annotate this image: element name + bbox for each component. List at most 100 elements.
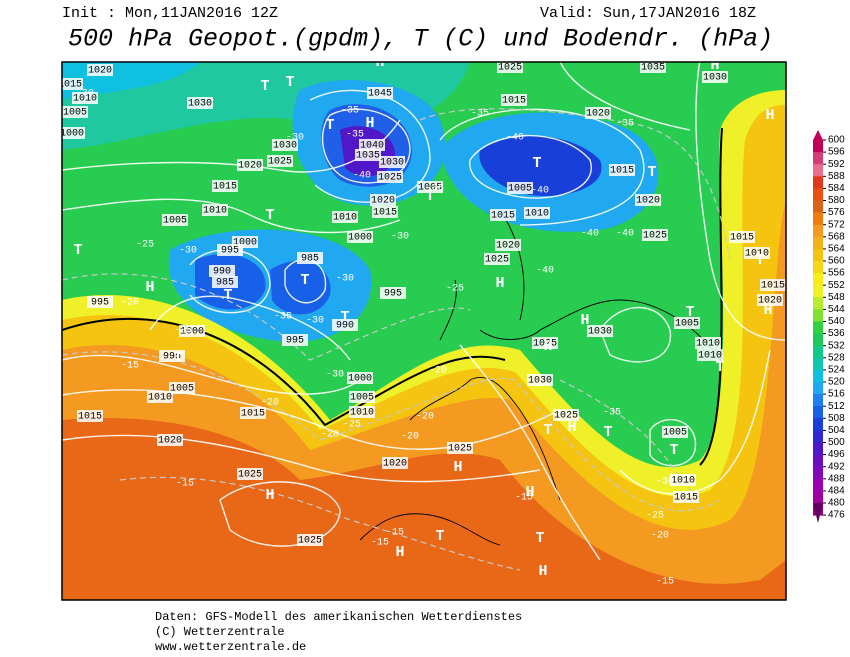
temperature-label: -40	[616, 229, 634, 240]
isobar-label-text: 995	[91, 298, 109, 309]
color-bar-step	[813, 333, 823, 347]
isobar-label-box	[355, 149, 381, 161]
color-bar-step	[813, 176, 823, 189]
pressure-center: T	[715, 359, 724, 376]
isobar-label: 1010	[72, 92, 98, 105]
isobar-label-text: 1025	[533, 339, 557, 350]
isobar-label-box	[347, 372, 373, 384]
isobar-label: 1015	[501, 94, 527, 107]
pressure-center: T	[669, 442, 678, 459]
isobar-label-text: 1000	[348, 374, 372, 385]
color-bar-step	[813, 200, 823, 214]
temperature-label: -40	[581, 229, 599, 240]
temperature-label: -30	[286, 133, 304, 144]
color-bar-step	[813, 490, 823, 504]
pressure-center: H	[395, 544, 404, 561]
color-bar-cap	[813, 130, 823, 140]
pressure-center: T	[265, 207, 274, 224]
footer-line: Daten: GFS-Modell des amerikanischen Wet…	[155, 610, 522, 624]
color-bar-step	[813, 236, 823, 250]
isobar-label-text: 1035	[641, 63, 665, 74]
isobar-label-text: 1005	[418, 183, 442, 194]
isobar-label: 1015	[372, 206, 398, 219]
temperature-label: -25	[446, 284, 464, 295]
isobar-label-box	[297, 252, 323, 264]
isobar-label-text: 1020	[636, 196, 660, 207]
color-bar-label: 556	[828, 268, 845, 279]
color-bar-step	[813, 345, 823, 359]
isobar-label: 1015	[212, 180, 238, 193]
temperature-label: -35	[603, 408, 621, 419]
isobar-label-box	[673, 491, 699, 503]
isobar-label-text: 1015	[730, 233, 754, 244]
isobar-label: 1010	[744, 247, 770, 260]
isobar-label: 1005	[162, 214, 188, 227]
pressure-center: T	[603, 424, 612, 441]
isobar-label-box	[202, 204, 228, 216]
map: 1020101510101005100010301030102510201015…	[62, 62, 786, 600]
isobar-label-box	[757, 294, 783, 306]
color-bar-step	[813, 261, 823, 274]
isobar-label: 1010	[332, 211, 358, 224]
isobar-label-text: 1010	[525, 209, 549, 220]
isobar-label: 1010	[697, 349, 723, 362]
isobar-label-text: 1030	[188, 99, 212, 110]
isobar-label-box	[635, 194, 661, 206]
isobar-label-text: 990	[336, 321, 354, 332]
isobar-label-box	[62, 127, 85, 139]
isobar-label-box	[62, 78, 83, 90]
isobar-label-box	[417, 181, 443, 193]
isobar-label-box	[585, 107, 611, 119]
temperature-label: -35	[274, 312, 292, 323]
isobar-label-text: 1020	[383, 459, 407, 470]
temperature-label: -35	[426, 184, 444, 195]
color-bar-step	[813, 188, 823, 201]
isobar-label-text: 1020	[158, 436, 182, 447]
isobar-label: 1030	[272, 139, 298, 152]
footer-line: www.wetterzentrale.de	[155, 640, 306, 654]
isobar-label-box	[169, 382, 195, 394]
color-bar-step	[813, 248, 823, 262]
isobar-label-box	[587, 325, 613, 337]
temperature-label: -40	[353, 171, 371, 182]
isobar-label-text: 1025	[485, 255, 509, 266]
isobar-label-text: 1010	[671, 476, 695, 487]
isobar-label-text: 1005	[508, 184, 532, 195]
isobar-label-text: 1015	[610, 166, 634, 177]
isobar-label-box	[179, 325, 205, 337]
color-bar-label: 592	[828, 159, 845, 170]
isobar-label-text: 1025	[298, 536, 322, 547]
isobar-label: 1005	[674, 317, 700, 330]
isobar-label-box	[697, 349, 723, 361]
isobar-label-text: 1015	[491, 211, 515, 222]
isobar-label: 1025	[237, 468, 263, 481]
isobar-label-text: 1015	[213, 182, 237, 193]
isobar-label-box	[379, 156, 405, 168]
isobar-label-box	[760, 279, 786, 291]
color-bar-step	[813, 285, 823, 298]
isobar-label-box	[372, 206, 398, 218]
temperature-label: -20	[121, 298, 139, 309]
isobar-label: 1020	[370, 194, 396, 207]
color-bar-step	[813, 224, 823, 238]
isobar-label: 1030	[587, 325, 613, 338]
isobar-label: 985	[297, 252, 323, 265]
isobar-label-text: 1020	[88, 66, 112, 77]
temperature-label: -30	[656, 477, 674, 488]
isobar-label-text: 1015	[674, 493, 698, 504]
isobar-label-text: 1035	[356, 151, 380, 162]
isobar-label: 995	[87, 296, 113, 309]
isobar-label-text: 985	[301, 254, 319, 265]
temperature-label: -30	[306, 316, 324, 327]
temperature-label: -15	[386, 528, 404, 539]
temperature-label: -20	[416, 412, 434, 423]
isobar-label: 1000	[62, 127, 85, 140]
isobar-label-text: 1010	[333, 213, 357, 224]
isobar-label-box	[217, 244, 243, 256]
isobar-label: 1035	[355, 149, 381, 162]
isobar-label: 1010	[670, 474, 696, 487]
isobar-label-box	[212, 276, 238, 288]
color-bar-label: 476	[828, 510, 845, 521]
color-bar-step	[813, 454, 823, 468]
isobar-label-text: 1015	[241, 409, 265, 420]
